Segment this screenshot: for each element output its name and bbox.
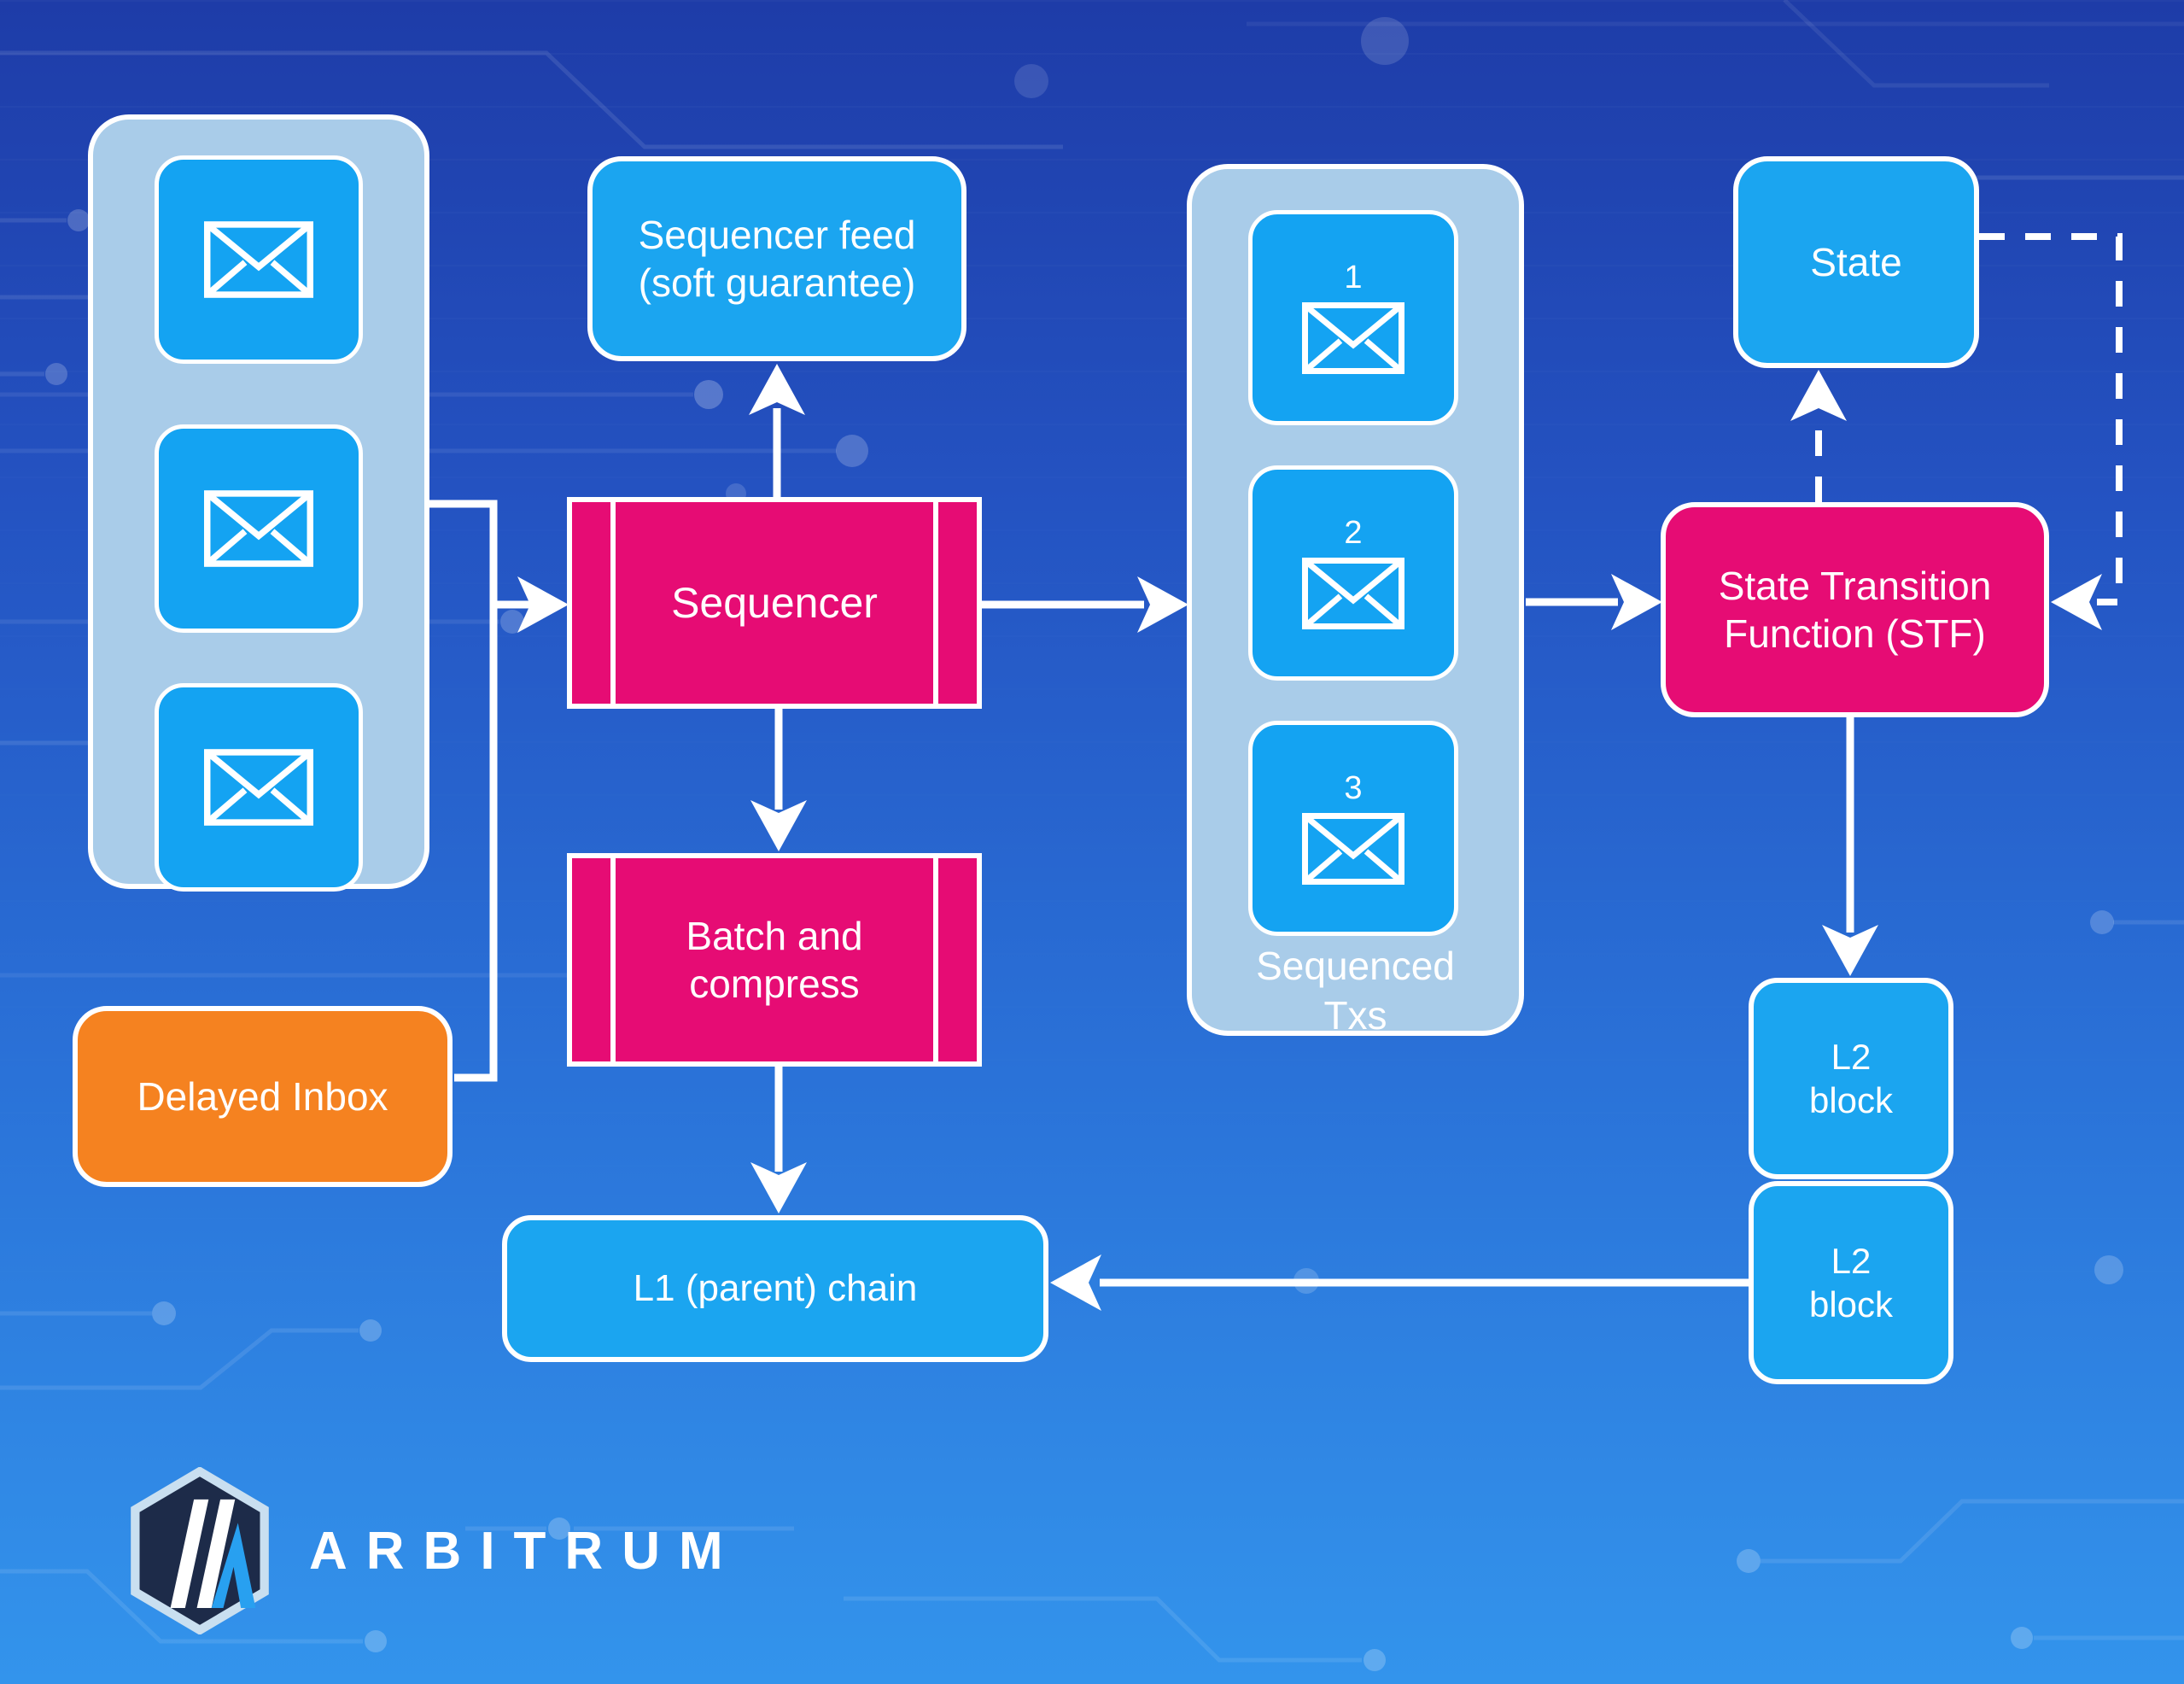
arrowhead-into-stf — [1611, 574, 1662, 630]
sequenced-tx-number: 1 — [1344, 260, 1363, 295]
arrowhead-into-feed — [749, 364, 805, 415]
state-node: State — [1733, 156, 1979, 368]
l1-chain-label: L1 (parent) chain — [633, 1267, 918, 1310]
l2-block-top-node: L2 block — [1749, 978, 1953, 1179]
trunk-connector-line — [429, 500, 498, 1082]
sequenced-tx-box-3: 3 — [1248, 721, 1458, 936]
user-txs-container — [88, 114, 429, 892]
arbitrum-shield-icon — [131, 1467, 269, 1634]
state-label: State — [1810, 239, 1902, 284]
sequencer-node: Sequencer — [567, 497, 982, 709]
process-divider-line — [610, 502, 616, 704]
sequenced-tx-box-1: 1 — [1248, 210, 1458, 425]
sequenced-tx-box-2: 2 — [1248, 465, 1458, 681]
user-tx-envelope-box — [155, 155, 363, 364]
arrowhead-into-l1-right — [1050, 1254, 1101, 1311]
envelope-icon — [1302, 813, 1404, 885]
envelope-icon — [1302, 302, 1404, 374]
state-feedback-dashed-line — [1979, 233, 2123, 605]
arrowhead-into-state — [1790, 370, 1847, 421]
arrowhead-into-l2block — [1822, 925, 1878, 976]
delayed-inbox-label: Delayed Inbox — [137, 1073, 388, 1119]
batch-compress-node: Batch and compress — [567, 853, 982, 1067]
l2-block-label: L2 block — [1808, 1036, 1894, 1120]
sequencer-feed-label: Sequencer feed (soft guarantee) — [638, 212, 916, 305]
sequenced-tx-number: 2 — [1344, 515, 1363, 551]
envelope-icon — [204, 221, 313, 298]
envelope-icon — [1302, 558, 1404, 629]
l2-block-label: L2 block — [1808, 1240, 1894, 1324]
process-divider-line — [933, 858, 938, 1061]
arrowhead-into-batch — [750, 800, 807, 851]
l2-block-bottom-node: L2 block — [1749, 1181, 1953, 1384]
batch-compress-label: Batch and compress — [686, 913, 863, 1006]
process-divider-line — [933, 502, 938, 704]
user-tx-envelope-box — [155, 424, 363, 633]
sequencer-label: Sequencer — [671, 578, 878, 627]
sequenced-txs-label: Sequenced Txs — [1256, 944, 1455, 1038]
arbitrum-logo: ARBITRUM — [126, 1467, 742, 1634]
stf-node: State Transition Function (STF) — [1661, 502, 2049, 717]
delayed-inbox-node: Delayed Inbox — [73, 1006, 453, 1187]
arrowhead-into-sequencer — [517, 576, 569, 633]
sequencer-feed-node: Sequencer feed (soft guarantee) — [587, 156, 966, 361]
sequenced-tx-number: 3 — [1344, 770, 1363, 806]
arbitrum-wordmark: ARBITRUM — [309, 1521, 742, 1581]
l1-chain-node: L1 (parent) chain — [502, 1215, 1048, 1362]
process-divider-line — [610, 858, 616, 1061]
envelope-icon — [204, 749, 313, 826]
arrowhead-feedback-into-stf — [2051, 574, 2102, 630]
user-tx-envelope-box — [155, 683, 363, 892]
stf-label: State Transition Function (STF) — [1718, 563, 1992, 656]
arrowhead-into-sequencedtxs — [1137, 576, 1188, 633]
arrowhead-into-l1-top — [750, 1162, 807, 1213]
envelope-icon — [204, 490, 313, 567]
sequenced-txs-container: 1 2 3 Sequenced Txs — [1187, 164, 1524, 1038]
